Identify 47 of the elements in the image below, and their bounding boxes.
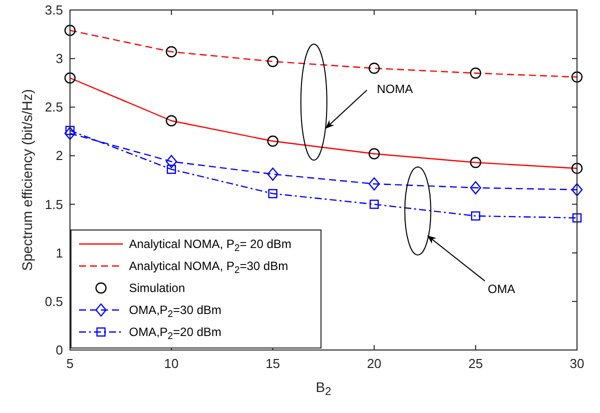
annotation: OMA [488,282,516,296]
point [368,62,380,74]
point [267,136,278,147]
legend-label: OMA,P$_{2}$=30 dBm [129,303,222,320]
y-tick-label: 1 [56,245,63,260]
x-tick-label: 25 [468,356,483,371]
y-tick-label: 1.5 [44,196,63,212]
point [166,115,177,126]
legend-label: Analytical NOMA, P$_{2}$=30 dBm [129,259,288,276]
point [470,156,482,168]
y-tick-label: 3 [56,51,63,66]
legend-label: OMA,P$_{2}$=20 dBm [129,325,222,342]
point [166,164,176,174]
point [571,162,583,174]
point [571,71,583,83]
legend-label: Simulation [129,281,186,295]
point [166,154,177,168]
x-tick-label: 20 [366,356,382,371]
point [267,56,278,68]
point [268,189,278,198]
point [64,126,76,140]
legend-label: Analytical NOMA, P$_{2}$= 20 dBm [129,237,292,254]
y-tick-label: 2.5 [44,100,63,115]
x-tick-label: 5 [66,356,74,371]
point [370,200,379,209]
x-tick-label: 15 [266,356,280,371]
point [470,68,482,79]
point [64,24,76,36]
point [368,148,380,160]
point [65,126,75,136]
x-tick-label: 10 [164,356,179,371]
y-tick-label: 3.5 [44,2,63,18]
point [471,211,480,221]
point [470,181,482,194]
y-axis-title: Spectrum efficiency (bit/s/Hz) [19,89,35,271]
point [267,168,278,181]
point [368,177,380,190]
y-tick-label: 2 [56,148,63,164]
y-tick-label: 0.5 [44,294,63,309]
point [166,46,177,58]
point [64,72,76,84]
x-tick-label: 30 [570,356,584,371]
y-tick-label: 0 [56,342,63,358]
x-axis-title: B$_{2}$ [316,379,332,398]
annotation: NOMA [376,82,413,96]
point [571,183,583,196]
point [572,213,582,222]
